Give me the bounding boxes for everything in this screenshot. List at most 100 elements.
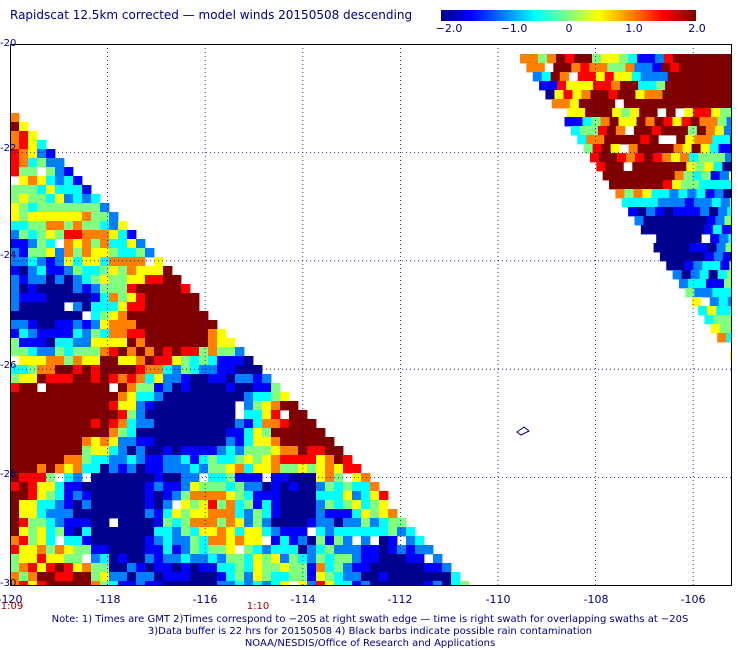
swath-cell xyxy=(665,81,675,91)
swath-cell xyxy=(82,302,92,312)
swath-cell xyxy=(28,572,38,582)
swath-cell xyxy=(603,108,613,118)
swath-cell xyxy=(679,279,689,289)
swath-cell xyxy=(64,473,74,483)
swath-cell xyxy=(154,374,164,384)
swath-cell xyxy=(641,99,652,109)
swath-cell xyxy=(100,365,110,375)
swath-cell xyxy=(163,473,173,483)
swath-cell xyxy=(100,239,110,249)
swath-cell xyxy=(109,581,119,586)
swath-cell xyxy=(145,302,155,312)
swath-cell xyxy=(46,293,56,303)
swath-cell xyxy=(172,320,182,330)
swath-cell xyxy=(163,374,173,384)
swath-cell xyxy=(163,338,173,348)
swath-cell xyxy=(388,572,398,582)
swath-cell xyxy=(415,572,425,582)
swath-cell xyxy=(307,500,317,510)
swath-cell xyxy=(271,410,281,420)
swath-cell xyxy=(64,266,74,276)
swath-cell xyxy=(334,464,344,474)
swath-cell xyxy=(91,527,101,537)
swath-cell xyxy=(91,320,101,330)
swath-cell xyxy=(361,518,371,528)
swath-cell xyxy=(46,554,56,564)
swath-cell xyxy=(46,284,56,294)
swath-cell xyxy=(235,356,245,366)
swath-cell xyxy=(699,180,709,190)
swath-cell xyxy=(46,383,56,393)
swath-cell xyxy=(262,554,272,564)
swath-cell xyxy=(37,266,47,276)
swath-cell xyxy=(199,365,209,375)
swath-cell xyxy=(199,320,209,330)
swath-cell xyxy=(379,545,389,555)
lon-label: -108 xyxy=(583,593,609,606)
swath-cell xyxy=(37,401,47,411)
swath-cell xyxy=(145,284,155,294)
swath-cell xyxy=(520,54,530,64)
swath-cell xyxy=(154,509,164,519)
swath-cell xyxy=(145,266,155,276)
swath-cell xyxy=(10,221,20,231)
swath-cell xyxy=(592,144,602,154)
swath-cell xyxy=(118,545,128,555)
colorbar-tick: 0 xyxy=(565,22,573,35)
swath-cell xyxy=(181,509,191,519)
swath-cell xyxy=(73,266,83,276)
swath-cell xyxy=(73,347,83,357)
swath-cell xyxy=(226,455,236,465)
swath-cell xyxy=(545,90,555,100)
swath-cell xyxy=(109,401,119,411)
swath-cell xyxy=(100,509,110,519)
swath-cell xyxy=(289,518,299,528)
swath-cell xyxy=(199,491,209,501)
swath-cell xyxy=(706,279,716,289)
swath-cell xyxy=(73,284,83,294)
swath-cell xyxy=(100,338,110,348)
swath-cell xyxy=(244,572,254,582)
swath-cell xyxy=(10,347,20,357)
swath-cell xyxy=(64,482,74,492)
swath-cell xyxy=(649,225,660,235)
swath-cell xyxy=(100,356,110,366)
swath-cell xyxy=(55,356,65,366)
swath-cell xyxy=(208,401,218,411)
swath-cell xyxy=(262,419,272,429)
swath-cell xyxy=(37,482,47,492)
swath-cell xyxy=(244,509,254,519)
swath-cell xyxy=(208,428,218,438)
swath-cell xyxy=(541,72,552,82)
swath-cell xyxy=(28,410,38,420)
swath-cell xyxy=(127,284,137,294)
swath-cell xyxy=(19,374,29,384)
swath-cell xyxy=(690,117,700,127)
swath-cell xyxy=(631,135,641,145)
swath-cell xyxy=(19,203,29,213)
swath-cell xyxy=(695,162,705,172)
swath-cell xyxy=(666,108,676,118)
swath-cell xyxy=(19,230,29,240)
swath-cell xyxy=(64,230,74,240)
swath-cell xyxy=(235,527,245,537)
swath-cell xyxy=(136,320,146,330)
swath-cell xyxy=(73,248,83,258)
swath-cell xyxy=(307,581,317,586)
swath-cell xyxy=(343,563,353,573)
swath-cell xyxy=(612,108,622,118)
swath-cell xyxy=(28,149,38,159)
swath-cell xyxy=(298,446,308,456)
swath-cell xyxy=(713,162,723,172)
swath-cell xyxy=(280,455,290,465)
swath-cell xyxy=(28,356,38,366)
swath-cell xyxy=(361,536,371,546)
swath-cell xyxy=(64,338,74,348)
swath-cell xyxy=(675,261,685,271)
swath-cell xyxy=(244,473,254,483)
swath-cell xyxy=(580,63,590,73)
swath-cell xyxy=(442,572,452,582)
swath-cell xyxy=(46,185,56,195)
swath-cell xyxy=(154,302,164,312)
swath-cell xyxy=(136,482,146,492)
